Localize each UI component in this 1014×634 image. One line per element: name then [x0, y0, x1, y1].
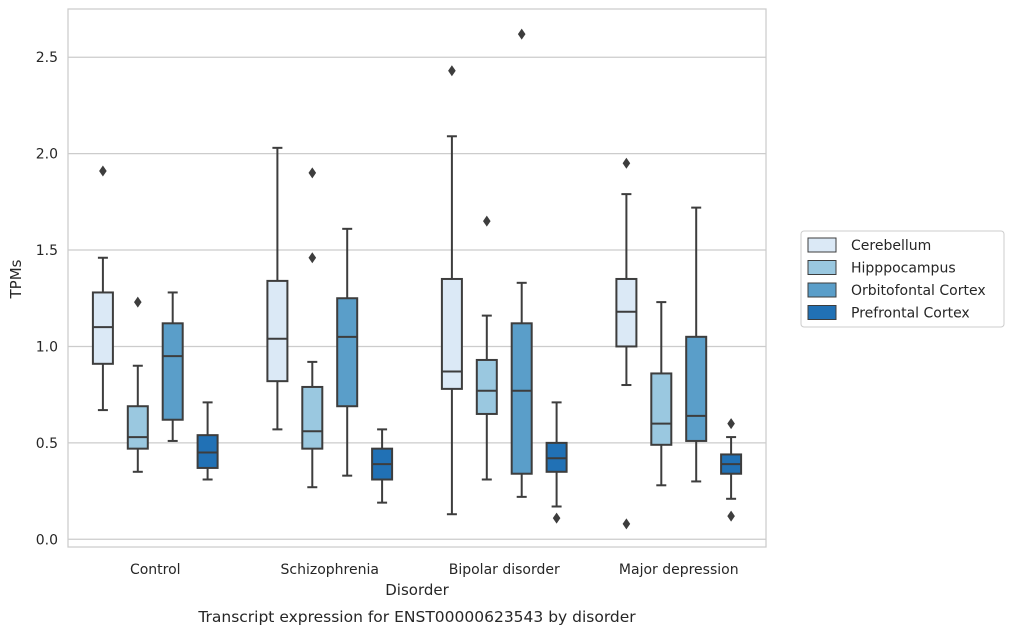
box-3-0 [615, 157, 638, 530]
iqr-box [475, 358, 498, 415]
iqr-box [650, 372, 673, 446]
legend-swatch [807, 260, 837, 275]
box-1-0 [266, 146, 289, 431]
iqr-box [301, 385, 324, 450]
box-3-1 [650, 301, 673, 487]
y-tick-label: 1.0 [36, 339, 58, 355]
y-tick-labels: 0.0 0.5 1.0 1.5 2.0 2.5 [36, 50, 58, 548]
y-tick-label: 2.5 [36, 50, 58, 66]
iqr-box [336, 297, 359, 408]
y-tick-label: 0.5 [36, 436, 58, 452]
box-3-2 [685, 206, 708, 483]
iqr-box [161, 322, 184, 421]
box-1-2 [336, 227, 359, 477]
box-1-3 [371, 428, 394, 504]
box-2-3 [545, 401, 568, 524]
outlier-point [622, 157, 631, 169]
y-axis-label: TPMs [7, 259, 25, 299]
y-tick-label: 2.0 [36, 147, 58, 163]
outlier-point [308, 167, 317, 179]
box-2-1 [475, 215, 498, 481]
legend-entry: Cerebellum [851, 238, 931, 254]
x-tick-label: Major depression [619, 562, 739, 578]
y-tick-label: 0.0 [36, 532, 58, 548]
iqr-box [510, 322, 533, 475]
outlier-point [727, 510, 735, 522]
outlier-point [517, 28, 526, 40]
x-axis-label: Disorder [385, 581, 449, 599]
iqr-box [685, 335, 708, 442]
legend-entry: Prefrontal Cortex [851, 306, 970, 322]
legend-entry: Orbitofontal Cortex [851, 283, 986, 299]
box-2-0 [440, 65, 463, 516]
iqr-box [126, 405, 149, 450]
legend-swatch [807, 305, 837, 320]
box-1-1 [301, 167, 324, 489]
x-tick-label: Bipolar disorder [449, 562, 560, 578]
x-tick-label: Schizophrenia [281, 562, 379, 578]
outlier-point [622, 518, 631, 530]
gridlines [68, 56, 766, 540]
legend-entry: Hipppocampus [851, 261, 956, 277]
y-tick-label: 1.5 [36, 243, 58, 259]
plot-frame [67, 8, 767, 548]
box-3-3 [720, 418, 743, 522]
outlier-point [134, 296, 142, 308]
box-groups [91, 28, 743, 530]
x-tick-labels: Control Schizophrenia Bipolar disorder Majo… [130, 562, 739, 578]
outlier-point [552, 512, 561, 524]
outlier-point [99, 165, 107, 177]
box-2-2 [510, 28, 533, 498]
legend-swatch [807, 237, 837, 253]
iqr-box [440, 277, 463, 390]
legend-swatch [807, 282, 837, 298]
x-tick-label: Control [130, 562, 181, 578]
box-0-2 [161, 291, 184, 442]
legend: Cerebellum Hipppocampus Orbitofontal Corte… [800, 230, 1005, 328]
iqr-box [266, 279, 289, 383]
outlier-point [448, 65, 456, 77]
box-0-3 [196, 401, 219, 481]
legend-frame [800, 230, 1005, 328]
box-0-1 [126, 296, 149, 473]
outlier-point [483, 215, 491, 227]
box-0-0 [91, 165, 114, 412]
chart-caption: Transcript expression for ENST0000062354… [197, 608, 636, 626]
outlier-point [308, 252, 317, 264]
outlier-point [727, 418, 735, 430]
